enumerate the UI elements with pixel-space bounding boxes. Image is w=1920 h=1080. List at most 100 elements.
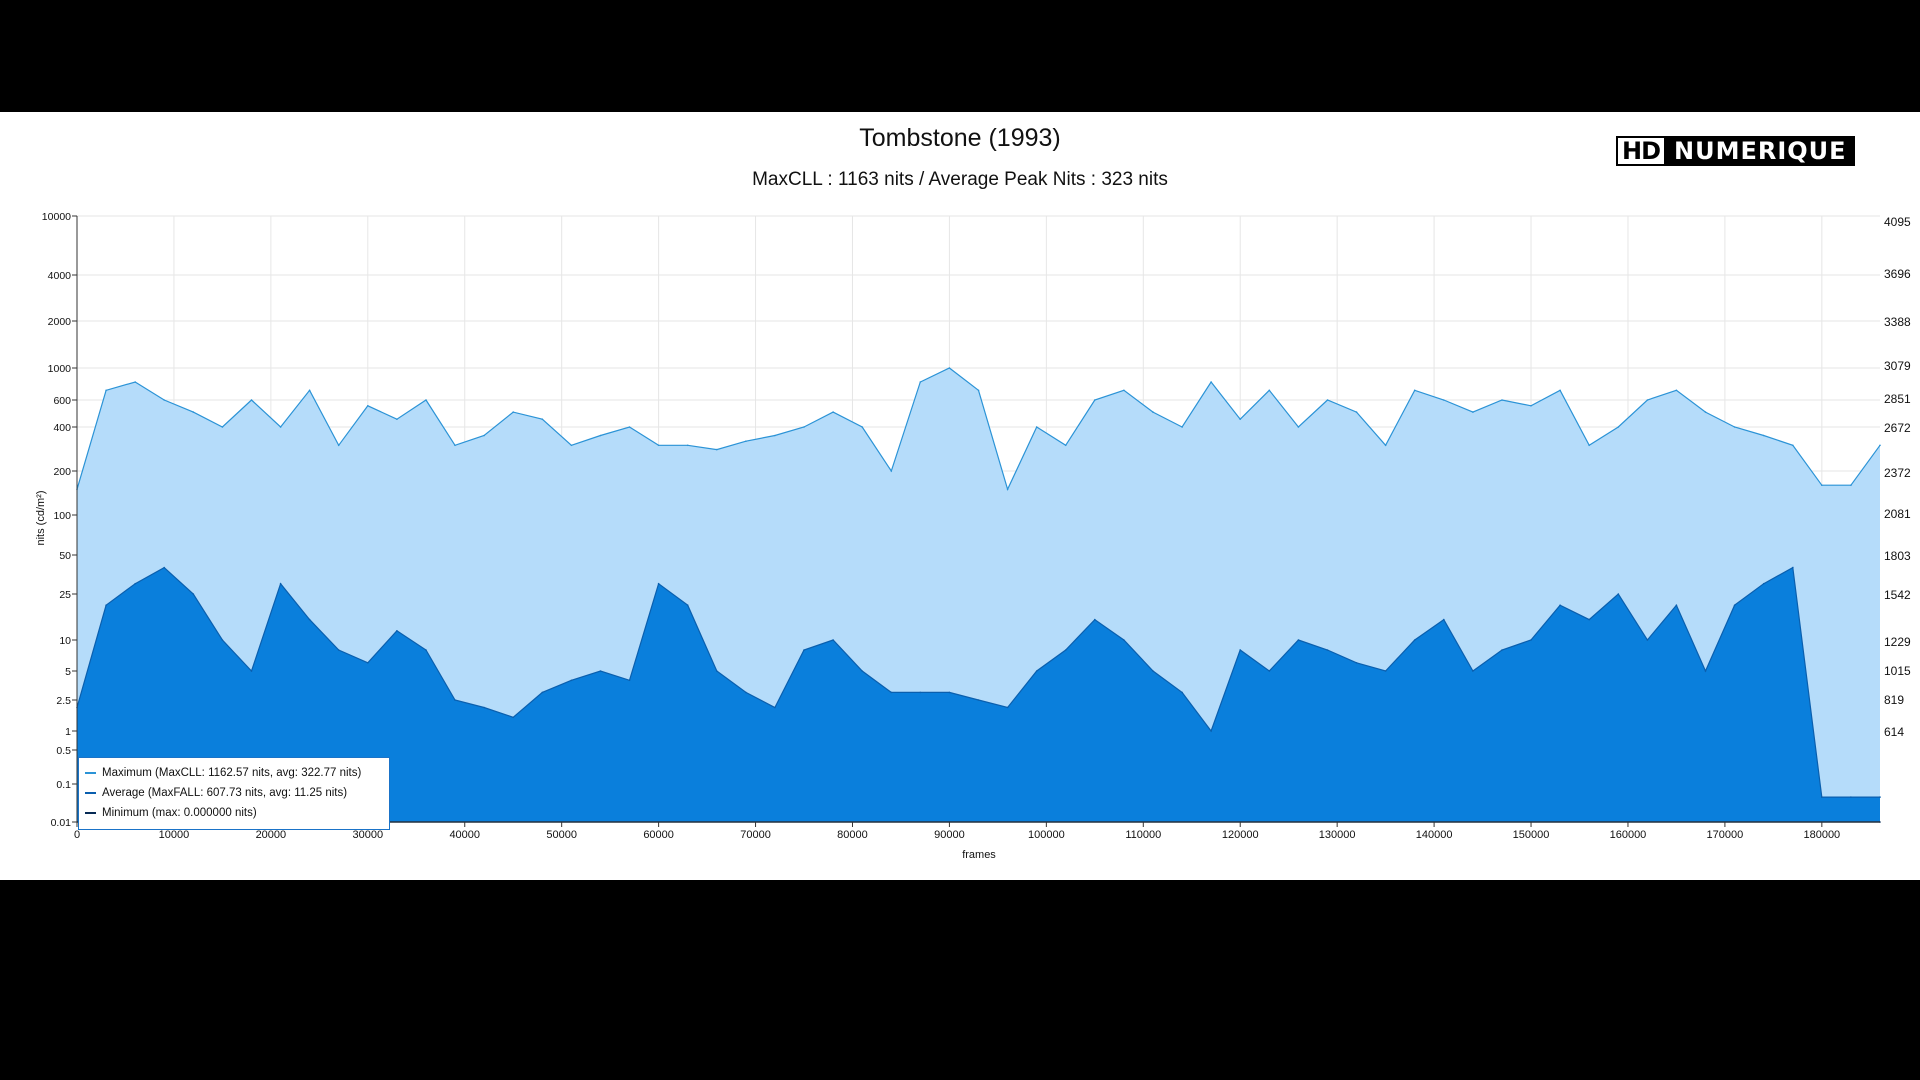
x-tick-label: 120000 <box>1222 829 1259 841</box>
letterbox-bottom <box>0 880 1920 1080</box>
data-point-maximum <box>1384 444 1387 447</box>
data-point-maximum <box>1443 399 1445 401</box>
tick-labels: 0 10000 20000 30000 40000 50000 60000 70000 8000… <box>42 211 1911 841</box>
data-point-maximum <box>1297 426 1300 428</box>
x-tick-label: 150000 <box>1513 829 1550 841</box>
data-point-maximum <box>1617 426 1620 428</box>
y2-tick-label: 1542 <box>1884 588 1911 602</box>
legend-label-minimum: Minimum (max: 0.000000 nits) <box>102 807 257 819</box>
data-point-maximum <box>1064 444 1067 447</box>
y-tick-label: 4000 <box>48 270 72 282</box>
legend-label-average: Average (MaxFALL: 607.73 nits, avg: 11.2… <box>102 787 348 799</box>
data-point-average <box>1181 691 1183 694</box>
data-point-average <box>657 582 660 585</box>
y-tick-label: 1 <box>65 726 71 738</box>
data-point-average <box>1297 639 1300 641</box>
y-tick-label: 2000 <box>48 316 72 328</box>
data-point-maximum <box>657 444 660 447</box>
data-point-average <box>1501 649 1503 651</box>
series-area-average <box>77 567 1880 822</box>
data-point-average <box>1821 796 1823 798</box>
y2-tick-label: 819 <box>1884 693 1904 707</box>
x-tick-label: 40000 <box>449 829 480 841</box>
data-point-maximum <box>105 389 107 392</box>
letterbox-top <box>0 0 1920 112</box>
data-point-maximum <box>832 411 834 413</box>
data-point-maximum <box>1588 444 1590 447</box>
hdr-plot: 0 10000 20000 30000 40000 50000 60000 70000 8000… <box>35 211 1911 861</box>
data-point-average <box>1384 670 1387 672</box>
data-point-maximum <box>1239 418 1241 421</box>
y-tick-label: 10000 <box>42 211 71 223</box>
data-point-average <box>1355 662 1358 664</box>
y2-tick-label: 3079 <box>1884 359 1911 373</box>
data-point-average <box>1733 604 1736 606</box>
data-point-average <box>1559 604 1561 606</box>
data-point-maximum <box>919 381 922 383</box>
data-point-maximum <box>308 389 311 392</box>
data-point-maximum <box>134 381 136 383</box>
legend-label-maximum: Maximum (MaxCLL: 1162.57 nits, avg: 322.… <box>102 767 362 779</box>
data-point-average <box>1210 730 1212 732</box>
x-tick-label: 180000 <box>1803 829 1840 841</box>
data-point-maximum <box>1792 444 1794 447</box>
x-tick-label: 160000 <box>1610 829 1647 841</box>
data-point-maximum <box>250 399 253 401</box>
data-point-average <box>803 649 805 651</box>
data-point-maximum <box>337 444 340 447</box>
data-point-maximum <box>483 434 485 437</box>
data-point-average <box>1239 649 1241 651</box>
data-point-maximum <box>425 399 427 401</box>
data-point-average <box>1094 618 1096 621</box>
data-point-average <box>512 716 514 719</box>
data-point-maximum <box>512 411 514 413</box>
data-point-average <box>570 679 573 682</box>
data-point-maximum <box>686 444 689 447</box>
data-point-maximum <box>774 434 776 437</box>
chart-panel: Tombstone (1993) MaxCLL : 1163 nits / Av… <box>0 112 1920 880</box>
y-tick-label: 600 <box>53 395 71 407</box>
data-point-average <box>628 679 631 682</box>
x-tick-label: 50000 <box>546 829 577 841</box>
data-point-maximum <box>1733 426 1736 428</box>
data-point-maximum <box>628 426 631 428</box>
data-point-maximum <box>1530 405 1532 407</box>
x-tick-label: 0 <box>74 829 80 841</box>
x-tick-label: 70000 <box>740 829 771 841</box>
data-point-average <box>337 649 340 651</box>
data-point-average <box>948 691 951 694</box>
x-tick-label: 100000 <box>1028 829 1065 841</box>
data-point-maximum <box>890 470 893 472</box>
series-areas <box>76 367 1881 823</box>
data-point-average <box>396 630 398 632</box>
data-point-average <box>1588 618 1590 621</box>
data-point-average <box>861 670 863 672</box>
y-tick-label: 200 <box>53 466 71 478</box>
x-tick-label: 60000 <box>643 829 674 841</box>
data-point-average <box>192 593 195 595</box>
data-point-average <box>308 618 311 621</box>
data-point-maximum <box>1559 389 1561 392</box>
data-point-average <box>599 670 602 672</box>
legend-swatch-minimum <box>85 812 96 814</box>
hdnumerique-logo: HD NUMERIQUE <box>1616 136 1855 166</box>
data-point-maximum <box>1879 444 1881 447</box>
data-point-average <box>541 691 544 694</box>
y2-tick-label: 2672 <box>1884 421 1911 435</box>
data-point-average <box>745 691 747 694</box>
legend-swatch-maximum <box>85 772 96 774</box>
y-tick-label: 5 <box>65 666 71 678</box>
data-point-average <box>1850 796 1852 798</box>
chart-title: Tombstone (1993) <box>859 124 1061 152</box>
data-point-average <box>1268 670 1271 672</box>
data-point-maximum <box>1006 488 1009 491</box>
data-point-maximum <box>570 444 573 447</box>
data-point-maximum <box>1152 411 1154 413</box>
y-axis-label: nits (cd/m²) <box>35 491 47 546</box>
x-tick-label: 170000 <box>1707 829 1744 841</box>
data-point-maximum <box>1675 389 1678 392</box>
data-point-average <box>1443 618 1445 621</box>
y2-tick-label: 614 <box>1884 725 1904 739</box>
y-tick-label: 0.1 <box>56 779 71 791</box>
data-point-maximum <box>192 411 195 413</box>
